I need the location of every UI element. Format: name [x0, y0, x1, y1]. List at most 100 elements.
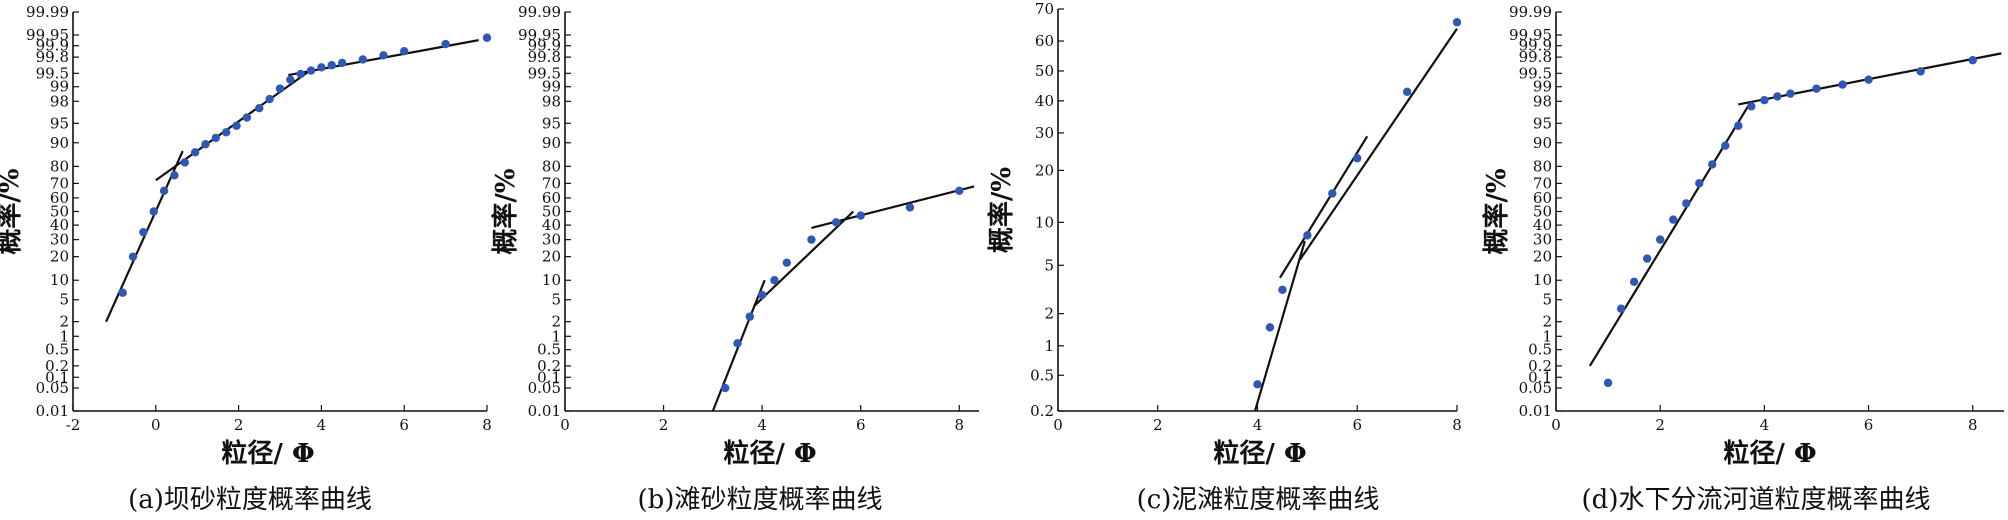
data-point	[1253, 380, 1262, 389]
data-point	[170, 171, 179, 180]
data-point	[1812, 84, 1821, 93]
chart-panel-4: 0.010.050.10.20.512510203040506070809095…	[1481, 3, 2004, 515]
data-point	[1452, 18, 1462, 27]
y-tick-label: 99.8	[1519, 48, 1552, 66]
y-tick-label: 70	[1035, 0, 1054, 18]
y-tick-label: 1	[1542, 327, 1552, 345]
data-point	[1864, 75, 1873, 84]
x-tick-label: 6	[856, 416, 866, 434]
data-point	[1328, 189, 1337, 198]
y-tick-label: 40	[542, 216, 561, 234]
y-tick-label: 98	[50, 92, 69, 110]
data-point	[358, 55, 367, 64]
y-axis-label: 概率/%	[490, 168, 521, 254]
y-tick-label: 5	[1542, 291, 1552, 309]
y-tick-label: 99.95	[1509, 26, 1552, 44]
y-tick-label: 70	[50, 174, 69, 192]
y-tick-label: 60	[1533, 189, 1552, 207]
y-tick-label: 95	[50, 114, 69, 132]
x-tick-label: 0	[560, 416, 570, 434]
x-tick-label: 4	[757, 416, 767, 434]
data-point	[255, 103, 264, 113]
data-point	[955, 186, 964, 196]
data-point	[275, 84, 285, 93]
data-point	[400, 46, 409, 56]
chart-caption: (d)水下分流河道粒度概率曲线	[1582, 485, 1931, 515]
x-tick-label: 6	[399, 416, 409, 434]
y-tick-label: 90	[50, 134, 69, 152]
data-point	[1968, 56, 1977, 65]
data-point	[1682, 199, 1691, 208]
data-point	[1747, 102, 1756, 111]
y-tick-label: 95	[542, 114, 561, 132]
y-tick-label: 99.8	[36, 48, 69, 66]
x-tick-label: 0	[1551, 416, 1561, 434]
x-axis-label: 粒径/ Φ	[723, 438, 816, 469]
y-tick-label: 20	[50, 248, 69, 266]
data-point	[1265, 323, 1275, 332]
data-point	[856, 211, 865, 220]
data-point	[733, 339, 742, 348]
y-tick-label: 50	[1035, 62, 1054, 80]
data-point	[745, 312, 755, 321]
data-point	[1760, 95, 1769, 105]
data-point	[831, 218, 841, 227]
x-axis-label: 粒径/ Φ	[221, 438, 314, 469]
data-point	[211, 133, 221, 143]
y-tick-label: 40	[1035, 92, 1054, 110]
y-tick-label: 30	[542, 231, 561, 249]
y-tick-label: 0.2	[1030, 402, 1054, 420]
y-tick-label: 50	[1533, 203, 1552, 221]
y-tick-label: 99	[542, 78, 561, 96]
y-tick-label: 0.2	[537, 357, 561, 375]
data-point	[159, 186, 169, 196]
x-tick-label: 2	[234, 416, 244, 434]
y-tick-label: 0.01	[36, 402, 69, 420]
y-tick-label: 99.5	[36, 64, 69, 82]
y-tick-label: 50	[542, 203, 561, 221]
data-point	[337, 58, 347, 68]
chart-caption: (b)滩砂粒度概率曲线	[638, 485, 883, 515]
y-tick-label: 0.05	[528, 379, 561, 397]
y-tick-label: 20	[542, 248, 561, 266]
y-tick-label: 99.99	[26, 3, 69, 21]
y-tick-label: 60	[542, 189, 561, 207]
y-tick-label: 2	[1044, 305, 1054, 323]
x-tick-label: 0	[151, 416, 161, 434]
x-axis-label: 粒径/ Φ	[1723, 438, 1816, 469]
x-tick-label: 4	[1253, 416, 1263, 434]
y-tick-label: 60	[50, 189, 69, 207]
data-point	[1353, 154, 1362, 163]
y-tick-label: 10	[1533, 271, 1552, 289]
chart-caption: (a)坝砂粒度概率曲线	[128, 485, 372, 515]
data-point	[190, 148, 200, 157]
y-tick-label: 0.1	[537, 368, 561, 386]
y-tick-label: 60	[1035, 32, 1054, 50]
y-tick-label: 10	[542, 271, 561, 289]
y-tick-label: 98	[542, 92, 561, 110]
x-tick-label: 6	[1352, 416, 1362, 434]
y-tick-label: 1	[59, 327, 69, 345]
data-point	[1642, 254, 1652, 263]
y-tick-label: 99.95	[518, 26, 561, 44]
y-tick-label: 99	[50, 78, 69, 96]
x-tick-label: 4	[1760, 416, 1770, 434]
data-point	[180, 158, 189, 167]
y-tick-label: 0.5	[1528, 341, 1552, 359]
y-tick-label: 30	[1035, 124, 1054, 142]
data-point	[1603, 378, 1613, 388]
y-tick-label: 80	[1533, 157, 1552, 175]
y-tick-label: 99.5	[1519, 64, 1552, 82]
x-axis-label: 粒径/ Φ	[1213, 438, 1306, 469]
data-point	[118, 288, 127, 297]
data-point	[1838, 80, 1847, 89]
data-point	[317, 63, 326, 72]
y-tick-label: 99.5	[528, 64, 561, 82]
y-tick-label: 90	[1533, 134, 1552, 152]
y-tick-label: 40	[50, 216, 69, 234]
data-point	[139, 227, 148, 237]
data-point	[1786, 89, 1795, 98]
data-point	[1655, 235, 1665, 244]
y-tick-label: 10	[1035, 213, 1054, 231]
